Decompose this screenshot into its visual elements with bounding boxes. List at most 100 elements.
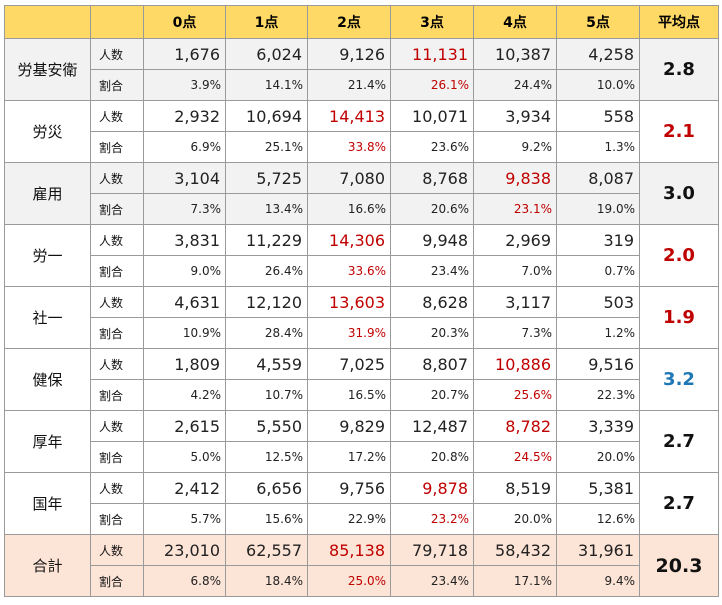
count-cell: 9,126 [307, 38, 391, 70]
pct-cell: 12.5% [225, 441, 308, 473]
pct-label: 割合 [90, 317, 144, 349]
count-cell: 8,782 [473, 410, 557, 442]
average-score: 20.3 [639, 534, 719, 597]
count-cell: 85,138 [307, 534, 391, 566]
table-row: 社一 人数 4,631 12,120 13,603 8,628 3,117 503 1.9 [4, 286, 719, 349]
pct-cell: 24.4% [473, 69, 557, 101]
count-label: 人数 [90, 38, 144, 70]
count-cell: 2,412 [143, 472, 226, 504]
pct-cell: 7.3% [143, 193, 226, 225]
pct-cell: 23.4% [390, 255, 474, 287]
subject-label: 合計 [4, 534, 91, 597]
count-cell: 8,807 [390, 348, 474, 380]
header-avg: 平均点 [639, 5, 719, 39]
pct-cell: 20.8% [390, 441, 474, 473]
pct-label: 割合 [90, 193, 144, 225]
count-cell: 79,718 [390, 534, 474, 566]
count-cell: 10,071 [390, 100, 474, 132]
count-cell: 9,829 [307, 410, 391, 442]
count-cell: 2,969 [473, 224, 557, 256]
table-row: 労一 人数 3,831 11,229 14,306 9,948 2,969 319 2.0 [4, 224, 719, 287]
pct-cell: 4.2% [143, 379, 226, 411]
pct-cell: 19.0% [556, 193, 640, 225]
count-cell: 503 [556, 286, 640, 318]
pct-cell: 17.2% [307, 441, 391, 473]
pct-cell: 33.6% [307, 255, 391, 287]
pct-cell: 9.2% [473, 131, 557, 163]
count-cell: 10,886 [473, 348, 557, 380]
pct-cell: 6.9% [143, 131, 226, 163]
count-cell: 2,932 [143, 100, 226, 132]
header-col-3: 3点 [390, 5, 474, 39]
pct-label: 割合 [90, 379, 144, 411]
pct-cell: 20.7% [390, 379, 474, 411]
pct-label: 割合 [90, 565, 144, 597]
count-cell: 8,519 [473, 472, 557, 504]
count-cell: 14,306 [307, 224, 391, 256]
pct-cell: 16.5% [307, 379, 391, 411]
count-cell: 8,087 [556, 162, 640, 194]
average-score: 2.7 [639, 410, 719, 473]
pct-cell: 24.5% [473, 441, 557, 473]
table-row: 国年 人数 2,412 6,656 9,756 9,878 8,519 5,381 2.7 [4, 472, 719, 535]
pct-cell: 25.1% [225, 131, 308, 163]
pct-cell: 33.8% [307, 131, 391, 163]
pct-cell: 1.2% [556, 317, 640, 349]
count-cell: 6,656 [225, 472, 308, 504]
pct-cell: 20.3% [390, 317, 474, 349]
pct-cell: 17.1% [473, 565, 557, 597]
header-col-1: 1点 [225, 5, 308, 39]
pct-cell: 23.2% [390, 503, 474, 535]
count-cell: 3,934 [473, 100, 557, 132]
subject-label: 厚年 [4, 410, 91, 473]
pct-cell: 5.0% [143, 441, 226, 473]
pct-cell: 10.7% [225, 379, 308, 411]
pct-cell: 22.9% [307, 503, 391, 535]
table-row: 割合 9.0% 26.4% 33.6% 23.4% 7.0% 0.7% [5, 255, 719, 287]
score-distribution-table: 0点 1点 2点 3点 4点 5点 平均点 労基安衛 人数 1,676 6,024 9,… [4, 5, 719, 597]
pct-label: 割合 [90, 503, 144, 535]
table-row: 雇用 人数 3,104 5,725 7,080 8,768 9,838 8,087 3.0 [4, 162, 719, 225]
count-cell: 3,339 [556, 410, 640, 442]
table-row: 労基安衛 人数 1,676 6,024 9,126 11,131 10,387 4,258 2.… [4, 38, 719, 101]
count-cell: 58,432 [473, 534, 557, 566]
average-score: 2.0 [639, 224, 719, 287]
table-row: 合計 人数 23,010 62,557 85,138 79,718 58,432 31,961… [4, 534, 719, 597]
pct-cell: 1.3% [556, 131, 640, 163]
average-score: 1.9 [639, 286, 719, 349]
count-cell: 12,120 [225, 286, 308, 318]
pct-cell: 7.3% [473, 317, 557, 349]
count-label: 人数 [90, 410, 144, 442]
count-cell: 3,831 [143, 224, 226, 256]
pct-cell: 31.9% [307, 317, 391, 349]
pct-cell: 25.6% [473, 379, 557, 411]
count-cell: 4,631 [143, 286, 226, 318]
pct-cell: 16.6% [307, 193, 391, 225]
table-row: 割合 6.8% 18.4% 25.0% 23.4% 17.1% 9.4% [5, 565, 719, 597]
subject-label: 労災 [4, 100, 91, 163]
average-score: 2.8 [639, 38, 719, 101]
header-col-0: 0点 [143, 5, 226, 39]
pct-label: 割合 [90, 441, 144, 473]
table-row: 割合 5.0% 12.5% 17.2% 20.8% 24.5% 20.0% [5, 441, 719, 473]
subject-label: 健保 [4, 348, 91, 411]
pct-cell: 23.4% [390, 565, 474, 597]
count-cell: 11,131 [390, 38, 474, 70]
header-row: 0点 1点 2点 3点 4点 5点 平均点 [4, 5, 719, 39]
pct-cell: 26.4% [225, 255, 308, 287]
count-label: 人数 [90, 162, 144, 194]
subject-label: 労基安衛 [4, 38, 91, 101]
pct-cell: 20.0% [556, 441, 640, 473]
header-blank [4, 5, 91, 39]
count-cell: 31,961 [556, 534, 640, 566]
pct-cell: 10.9% [143, 317, 226, 349]
count-cell: 6,024 [225, 38, 308, 70]
pct-cell: 23.6% [390, 131, 474, 163]
pct-label: 割合 [90, 69, 144, 101]
count-cell: 62,557 [225, 534, 308, 566]
average-score: 3.2 [639, 348, 719, 411]
subject-label: 社一 [4, 286, 91, 349]
count-cell: 12,487 [390, 410, 474, 442]
count-cell: 558 [556, 100, 640, 132]
average-score: 3.0 [639, 162, 719, 225]
